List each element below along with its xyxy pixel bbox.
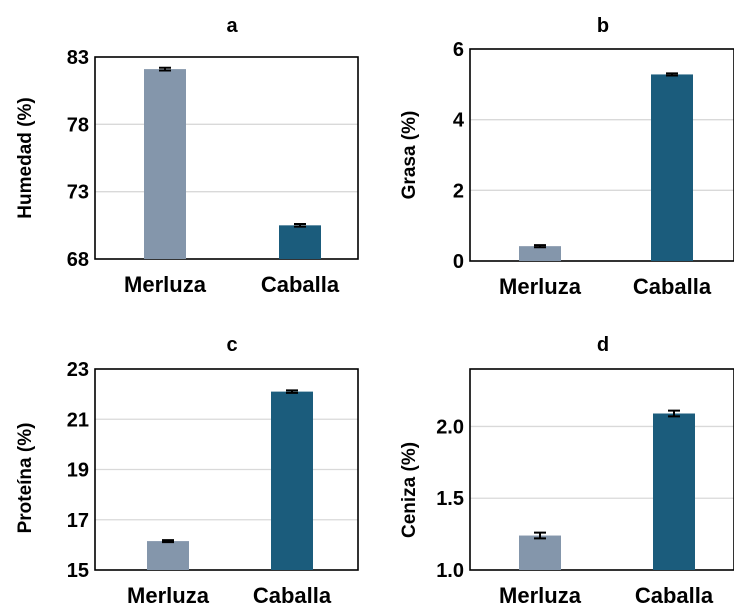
y-tick-label: 21 [67, 409, 89, 431]
panel-c: c Proteína (%) 15 17 19 21 23 Merluza Caballa [15, 334, 359, 608]
plot-frame [469, 368, 734, 571]
x-category-label: Caballa [633, 274, 712, 299]
bar-caballa [279, 225, 321, 259]
panel-title: d [597, 334, 609, 356]
error-bar [159, 66, 171, 72]
y-tick-label: 17 [67, 510, 89, 532]
plot-frame [94, 368, 359, 571]
plot-frame [469, 48, 734, 262]
y-tick-label: 19 [67, 460, 89, 482]
y-tick-label: 1.0 [436, 560, 464, 582]
y-tick-label: 0 [453, 251, 464, 273]
x-category-label: Caballa [261, 272, 340, 297]
y-axis-label: Proteína (%) [15, 423, 36, 534]
error-bar [534, 531, 546, 540]
bar-merluza [519, 246, 561, 261]
panel-b: b Grasa (%) 0 2 4 6 Merluza Caballa [399, 15, 734, 299]
y-tick-label: 15 [67, 560, 89, 582]
error-bar [666, 72, 678, 77]
bar-merluza [144, 69, 186, 260]
y-tick-label: 6 [453, 39, 464, 61]
panel-title: c [226, 334, 237, 356]
y-tick-label: 2.0 [436, 416, 464, 438]
y-axis-label: Ceniza (%) [399, 442, 420, 538]
y-tick-label: 2 [453, 180, 464, 202]
panel-d: d Ceniza (%) 1.0 1.5 2.0 Merluza Caballa [399, 334, 734, 608]
bar-caballa [653, 413, 695, 570]
y-tick-label: 78 [67, 114, 89, 136]
error-bar [668, 409, 680, 418]
plot-frame [94, 56, 359, 260]
y-axis-label: Humedad (%) [15, 97, 36, 218]
x-category-label: Caballa [253, 583, 332, 608]
y-tick-label: 4 [453, 110, 465, 132]
y-tick-label: 1.5 [436, 488, 464, 510]
y-tick-label: 83 [67, 47, 89, 69]
bar-merluza [519, 535, 561, 570]
panel-title: a [226, 15, 238, 37]
x-category-label: Merluza [124, 272, 207, 297]
panel-a: a Humedad (%) 68 73 78 83 Merluza Caballa [15, 15, 359, 297]
x-category-label: Merluza [499, 583, 582, 608]
y-tick-label: 68 [67, 249, 89, 271]
x-category-label: Merluza [499, 274, 582, 299]
error-bar [286, 389, 298, 394]
x-category-label: Caballa [635, 583, 714, 608]
y-tick-label: 23 [67, 359, 89, 381]
bar-caballa [271, 391, 313, 570]
panel-title: b [597, 15, 609, 37]
error-bar [162, 539, 174, 544]
x-category-label: Merluza [127, 583, 210, 608]
bar-caballa [651, 74, 693, 261]
bar-merluza [147, 541, 189, 570]
error-bar [294, 222, 306, 228]
y-tick-label: 73 [67, 182, 89, 204]
error-bar [534, 244, 546, 249]
y-axis-label: Grasa (%) [399, 111, 420, 200]
